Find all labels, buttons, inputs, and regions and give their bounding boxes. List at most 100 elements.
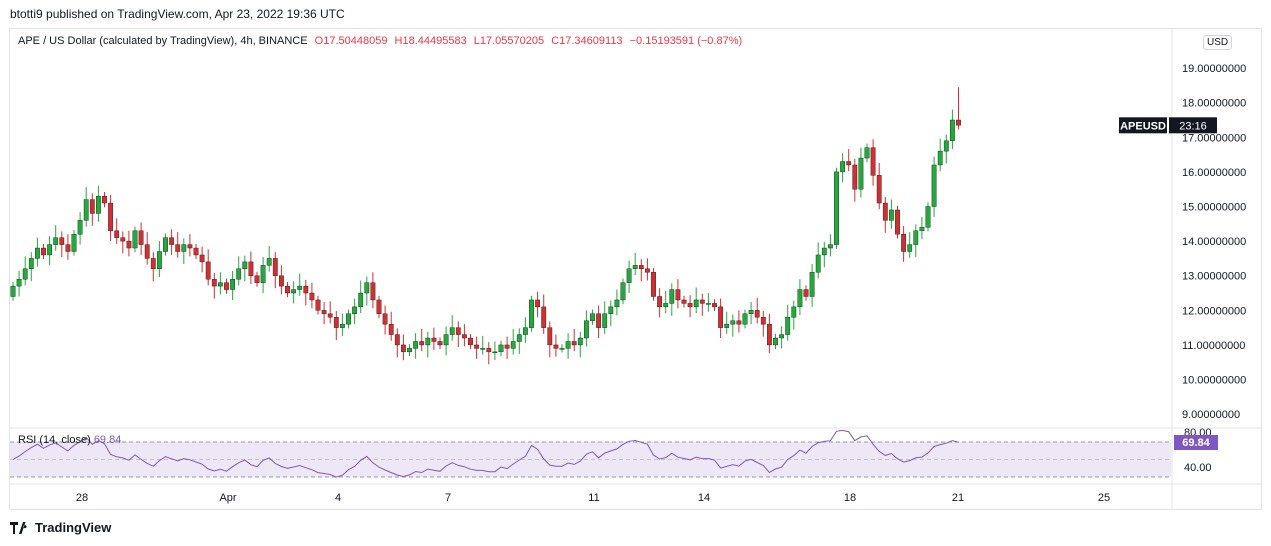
candle-body (83, 199, 89, 221)
price-tag-symbol-bg (1119, 117, 1167, 134)
candle-body (754, 310, 760, 318)
price-tick-label: 18.00000000 (1182, 98, 1246, 110)
candle-body (10, 285, 16, 297)
candle-body (28, 258, 34, 269)
candle-body (132, 230, 138, 249)
candle-body (516, 334, 522, 342)
candle-body (95, 195, 101, 214)
candle-body (340, 323, 345, 328)
candle-body (431, 337, 437, 342)
candle-body (22, 268, 28, 280)
time-tick-label: 7 (445, 492, 451, 504)
candle-body (462, 334, 467, 339)
candle-body (724, 323, 730, 328)
candle-body (16, 278, 22, 287)
currency-button[interactable]: USD (1203, 35, 1233, 50)
candle-body (35, 247, 40, 259)
candle-body (114, 230, 120, 238)
symbol-legend: APE / US Dollar (calculated by TradingVi… (18, 35, 746, 47)
candle-body (779, 334, 785, 339)
candle-body (230, 278, 235, 290)
candle-body (913, 230, 919, 245)
candle-body (858, 157, 864, 190)
candle-body (382, 313, 388, 325)
candle-body (71, 233, 77, 252)
candle-body (333, 317, 339, 328)
candle-body (590, 313, 595, 321)
price-tick-label: 16.00000000 (1182, 167, 1246, 179)
candle-body (535, 299, 541, 308)
candle-body (834, 171, 839, 245)
candle-body (144, 244, 150, 259)
candle-body (736, 320, 742, 325)
candle-body (937, 150, 943, 166)
candle-body (211, 278, 217, 287)
candle-body (925, 206, 931, 228)
candle-body (187, 244, 193, 249)
candle-body (699, 299, 705, 304)
rsi-value: 69.84 (93, 434, 122, 446)
high-value: H18.44495583 (394, 35, 467, 47)
candle-body (297, 285, 303, 290)
candle-body (577, 337, 583, 346)
change-value: −0.15193591 (−0.87%) (629, 35, 743, 47)
price-tick-label: 11.00000000 (1182, 340, 1245, 352)
rsi-title: RSI (14, close) (18, 434, 91, 446)
candle-body (486, 348, 492, 353)
candle-body (181, 244, 187, 252)
price-tick-label: 15.00000000 (1182, 202, 1246, 214)
candle-body (498, 344, 504, 353)
candle-body (882, 202, 888, 221)
candle-body (504, 344, 510, 349)
tradingview-logo[interactable]: TradingView (10, 520, 111, 535)
candle-body (394, 334, 400, 346)
candle-body (309, 292, 315, 301)
candle-body (919, 227, 925, 231)
candle-body (199, 254, 205, 263)
candle-body (480, 348, 486, 350)
candle-body (651, 272, 656, 297)
candle-body (742, 313, 748, 325)
time-tick-label: 4 (335, 492, 341, 504)
candle-body (236, 268, 242, 280)
candle-body (706, 303, 711, 305)
candle-body (455, 327, 461, 335)
candle-body (346, 313, 351, 325)
candle-body (474, 344, 479, 349)
candle-body (815, 254, 821, 273)
time-tick-label: Apr (219, 492, 236, 504)
candle-body (510, 341, 516, 349)
candle-body (626, 268, 632, 283)
candle-body (437, 341, 443, 346)
candle-body (553, 344, 559, 349)
candle-body (205, 261, 211, 280)
candle-body (77, 220, 83, 235)
candle-body (791, 306, 797, 318)
rsi-value-tag-bg (1174, 435, 1218, 450)
candle-body (681, 299, 687, 304)
candle-body (870, 147, 876, 176)
candle-body (156, 251, 162, 269)
price-tag-countdown: 23:16 (1179, 120, 1207, 132)
time-tick-label: 18 (844, 492, 856, 504)
candle-body (760, 317, 766, 325)
candle-body (852, 164, 858, 190)
chart-frame[interactable] (9, 28, 1262, 510)
candle-body (303, 285, 309, 294)
candle-body (846, 161, 852, 166)
candle-body (425, 337, 431, 346)
candle-body (352, 306, 357, 314)
candle-body (193, 247, 199, 256)
price-tick-label: 17.00000000 (1182, 132, 1246, 144)
candle-body (547, 327, 553, 346)
candle-body (217, 282, 223, 287)
candle-body (797, 289, 803, 308)
candle-body (876, 175, 882, 204)
candle-body (950, 119, 955, 141)
candle-body (529, 299, 534, 328)
candle-body (358, 292, 364, 308)
rsi-line (12, 429, 959, 478)
tradingview-brand: TradingView (35, 520, 112, 535)
candle-body (803, 289, 809, 297)
